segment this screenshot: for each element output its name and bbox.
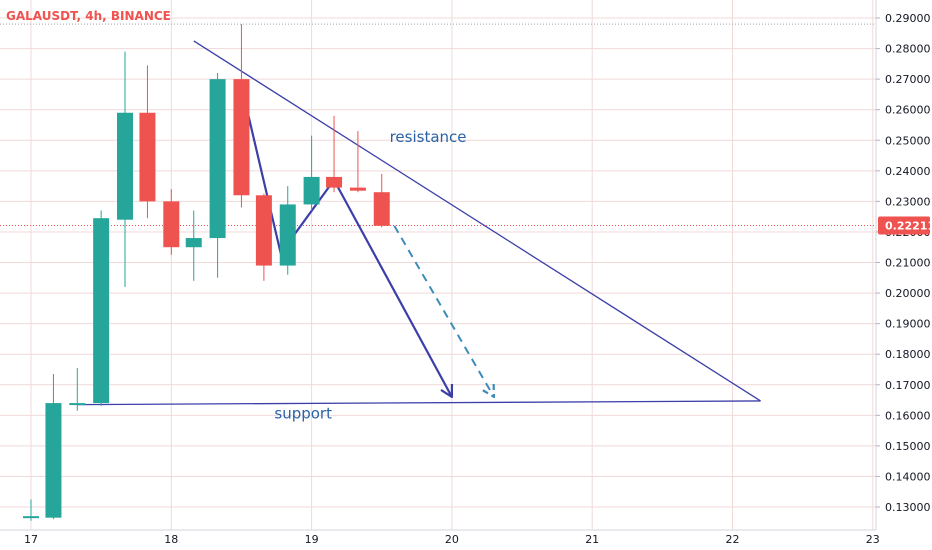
dashed-arrow-head <box>482 383 496 399</box>
candle-body <box>163 201 180 248</box>
candle[interactable] <box>139 65 156 219</box>
annotation-support: support <box>274 404 332 422</box>
grid-layer <box>0 0 876 530</box>
y-tick-label: 0.21000 <box>885 257 931 270</box>
x-tick-label: 22 <box>726 533 740 546</box>
y-tick-label: 0.17000 <box>885 379 931 392</box>
candle-body <box>117 112 134 220</box>
y-tick-label: 0.18000 <box>885 348 931 361</box>
current-price-badge <box>878 216 930 235</box>
x-tick-label: 21 <box>585 533 599 546</box>
support-trendline[interactable] <box>77 400 761 406</box>
candle-body <box>326 176 343 188</box>
x-tick-label: 17 <box>24 533 38 546</box>
projected-path-solid[interactable] <box>247 115 453 398</box>
candle-body <box>45 403 62 518</box>
drawing-layer: resistance support <box>77 40 761 422</box>
price-axis-background <box>876 0 932 550</box>
plot-background <box>0 0 876 530</box>
y-tick-label: 0.25000 <box>885 134 931 147</box>
current-price-label: 0.22211 <box>885 219 932 232</box>
y-tick-label: 0.16000 <box>885 409 931 422</box>
candle[interactable] <box>255 193 272 281</box>
candle-body <box>303 176 320 205</box>
candle-body <box>209 79 226 239</box>
y-tick-label: 0.26000 <box>885 104 931 117</box>
candle-body <box>93 218 110 404</box>
y-tick-label: 0.23000 <box>885 195 931 208</box>
candle-body <box>139 112 156 202</box>
candle[interactable] <box>45 374 62 520</box>
candle[interactable] <box>279 186 296 275</box>
resistance-trendline[interactable] <box>193 40 761 402</box>
candle[interactable] <box>303 135 320 211</box>
y-tick-label: 0.15000 <box>885 440 931 453</box>
candle[interactable] <box>349 131 366 193</box>
candle[interactable] <box>93 210 110 407</box>
candle[interactable] <box>209 73 226 278</box>
candle-body <box>233 79 250 196</box>
candle[interactable] <box>326 115 343 193</box>
projected-path-dashed[interactable] <box>393 225 495 398</box>
candle[interactable] <box>117 51 134 287</box>
y-tick-label: 0.28000 <box>885 43 931 56</box>
candle[interactable] <box>233 24 250 208</box>
x-tick-label: 18 <box>164 533 178 546</box>
candle-body <box>185 238 202 248</box>
candle[interactable] <box>373 173 390 228</box>
candle-body <box>373 192 390 226</box>
candle[interactable] <box>185 210 202 281</box>
candle-layer <box>23 24 390 521</box>
candle[interactable] <box>163 189 180 255</box>
y-tick-label: 0.24000 <box>885 165 931 178</box>
annotation-resistance: resistance <box>390 128 467 146</box>
y-tick-label: 0.19000 <box>885 318 931 331</box>
chart-title: GALAUSDT, 4h, BINANCE <box>6 9 171 23</box>
candle[interactable] <box>69 367 86 411</box>
candle[interactable] <box>23 499 39 521</box>
x-tick-label: 20 <box>445 533 459 546</box>
candle-body <box>255 195 272 266</box>
candle-body <box>349 187 366 191</box>
y-tick-label: 0.27000 <box>885 73 931 86</box>
y-tick-label: 0.29000 <box>885 12 931 25</box>
x-tick-label: 19 <box>305 533 319 546</box>
y-tick-label: 0.13000 <box>885 501 931 514</box>
x-tick-label: 23 <box>866 533 880 546</box>
time-axis-background <box>0 530 932 550</box>
y-tick-label: 0.20000 <box>885 287 931 300</box>
candle-body <box>69 403 86 406</box>
candle-body <box>279 204 296 266</box>
candle-body <box>23 516 39 519</box>
solid-arrow-head <box>440 383 454 399</box>
y-tick-label: 0.14000 <box>885 470 931 483</box>
